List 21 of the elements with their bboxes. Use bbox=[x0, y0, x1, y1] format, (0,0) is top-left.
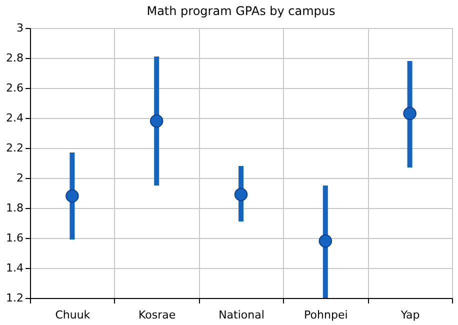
point bbox=[66, 189, 79, 203]
y-tick-label: 3 bbox=[16, 22, 24, 34]
x-tick-label: Kosrae bbox=[138, 308, 176, 322]
chart-title: Math program GPAs by campus bbox=[146, 4, 336, 18]
point bbox=[150, 114, 164, 128]
y-tick-label: 1.6 bbox=[6, 232, 24, 244]
y-tick-label: 2 bbox=[16, 172, 24, 184]
y-tick-label: 1.2 bbox=[6, 292, 24, 304]
y-tick-label: 2.2 bbox=[6, 142, 24, 154]
y-tick-label: 1.4 bbox=[6, 262, 24, 274]
point bbox=[318, 234, 332, 248]
x-tick-label: Chuuk bbox=[55, 308, 91, 322]
point bbox=[234, 188, 248, 202]
x-tick-label: Pohnpei bbox=[304, 308, 348, 322]
y-tick-label: 2.6 bbox=[6, 82, 24, 94]
point bbox=[403, 106, 416, 120]
y-tick-label: 1.8 bbox=[6, 202, 24, 214]
y-tick-label: 2.4 bbox=[6, 112, 24, 124]
x-tick-label: National bbox=[218, 308, 264, 322]
y-tick-label: 2.8 bbox=[6, 52, 24, 64]
x-tick-label: Yap bbox=[400, 308, 420, 322]
